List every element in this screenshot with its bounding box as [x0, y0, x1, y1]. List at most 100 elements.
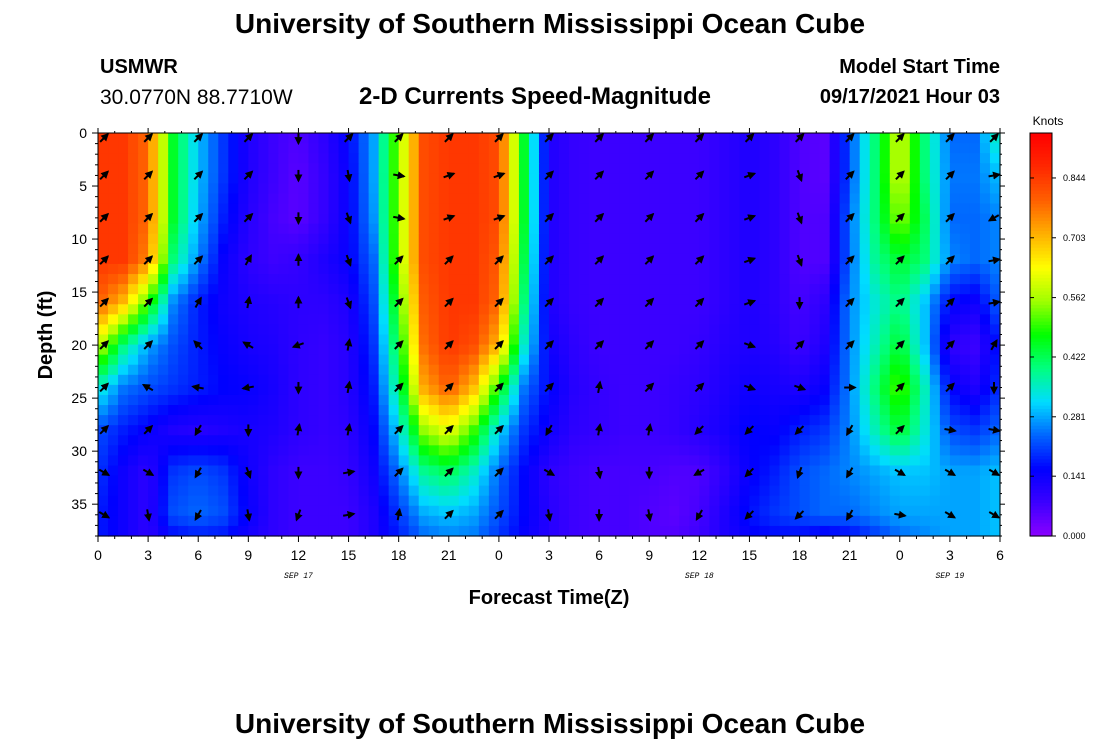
- colorbar-segment: [1030, 220, 1052, 225]
- heatmap-cell: [198, 133, 209, 144]
- heatmap-cell: [338, 515, 350, 527]
- heatmap-cell: [899, 465, 911, 477]
- heatmap-cell: [729, 384, 741, 396]
- heatmap-cell: [298, 183, 310, 195]
- heatmap-cell: [679, 163, 690, 174]
- current-vector: [143, 297, 154, 308]
- heatmap-cell: [118, 143, 129, 154]
- heatmap-cell: [178, 233, 189, 245]
- heatmap-cell: [819, 193, 831, 205]
- heatmap-cell: [388, 223, 400, 235]
- heatmap-cell: [98, 233, 109, 245]
- heatmap-cell: [438, 495, 450, 507]
- heatmap-cell: [819, 485, 831, 497]
- heatmap-cell: [278, 435, 290, 446]
- heatmap-cell: [228, 384, 239, 396]
- heatmap-cell: [809, 284, 821, 295]
- heatmap-cell: [508, 354, 520, 366]
- y-axis-label: Depth (ft): [35, 291, 57, 380]
- heatmap-cell: [538, 415, 550, 426]
- heatmap-cell: [358, 223, 370, 235]
- heatmap-cell: [218, 263, 229, 275]
- heatmap-cell: [478, 304, 490, 315]
- heatmap-cell: [859, 354, 871, 366]
- heatmap-cell: [338, 183, 350, 195]
- heatmap-cell: [518, 304, 530, 315]
- heatmap-cell: [909, 505, 921, 517]
- heatmap-cell: [138, 405, 149, 416]
- heatmap-cell: [108, 394, 119, 406]
- heatmap-cell: [288, 263, 300, 275]
- heatmap-cell: [518, 324, 530, 336]
- heatmap-cell: [959, 505, 971, 517]
- heatmap-cell: [769, 233, 781, 245]
- heatmap-cell: [899, 294, 911, 305]
- heatmap-cell: [238, 253, 249, 265]
- heatmap-cell: [158, 435, 169, 446]
- heatmap-cell: [538, 203, 550, 215]
- heatmap-cell: [569, 173, 580, 184]
- heatmap-cell: [348, 495, 360, 507]
- current-vector: [344, 338, 353, 351]
- heatmap-cell: [168, 153, 179, 164]
- heatmap-cell: [148, 525, 159, 537]
- heatmap-cell: [218, 133, 229, 144]
- heatmap-cell: [328, 495, 340, 507]
- heatmap-cell: [639, 344, 650, 356]
- heatmap-cell: [929, 445, 941, 456]
- page-title: University of Southern Mississippi Ocean…: [234, 8, 866, 39]
- heatmap-cell: [709, 344, 720, 356]
- colorbar-segment: [1030, 169, 1052, 174]
- heatmap-cell: [218, 294, 229, 305]
- heatmap-cell: [448, 475, 460, 487]
- heatmap-cell: [438, 294, 450, 305]
- current-vector: [945, 212, 955, 223]
- heatmap-cell: [949, 183, 961, 195]
- heatmap-cell: [398, 445, 410, 456]
- heatmap-cell: [448, 515, 460, 527]
- heatmap-cell: [649, 284, 660, 295]
- heatmap-cell: [889, 193, 901, 205]
- heatmap-cell: [829, 374, 841, 386]
- heatmap-cell: [148, 133, 159, 144]
- heatmap-cell: [669, 213, 680, 225]
- heatmap-cell: [629, 203, 640, 215]
- heatmap-cell: [438, 274, 450, 285]
- heatmap-cell: [498, 263, 510, 275]
- heatmap-cell: [488, 455, 500, 467]
- heatmap-cell: [298, 475, 310, 487]
- heatmap-cell: [448, 203, 460, 215]
- heatmap-cell: [809, 183, 821, 195]
- current-vector: [242, 341, 254, 350]
- heatmap-cell: [188, 374, 199, 386]
- heatmap-cell: [879, 304, 891, 315]
- heatmap-cell: [659, 415, 670, 426]
- heatmap-cell: [769, 243, 781, 255]
- current-vector: [595, 380, 603, 394]
- heatmap-cell: [118, 153, 129, 164]
- heatmap-cell: [388, 475, 400, 487]
- heatmap-cell: [378, 354, 390, 366]
- current-vector: [394, 297, 404, 308]
- current-vector: [344, 422, 353, 436]
- heatmap-cell: [528, 435, 540, 446]
- heatmap-cell: [969, 294, 981, 305]
- heatmap-cell: [779, 495, 791, 507]
- heatmap-cell: [799, 394, 811, 406]
- heatmap-cell: [348, 173, 360, 184]
- heatmap-cell: [368, 415, 380, 426]
- colorbar-segment: [1030, 173, 1052, 178]
- heatmap-cell: [358, 163, 370, 174]
- heatmap-cell: [839, 263, 851, 275]
- heatmap-cell: [859, 143, 871, 154]
- heatmap-cell: [609, 203, 620, 215]
- heatmap-cell: [649, 153, 660, 164]
- heatmap-cell: [378, 304, 390, 315]
- heatmap-cell: [358, 465, 370, 477]
- heatmap-cell: [288, 505, 300, 517]
- heatmap-cell: [609, 153, 620, 164]
- heatmap-cell: [819, 203, 831, 215]
- heatmap-cell: [458, 525, 470, 537]
- heatmap-cell: [719, 233, 730, 245]
- heatmap-cell: [128, 213, 139, 225]
